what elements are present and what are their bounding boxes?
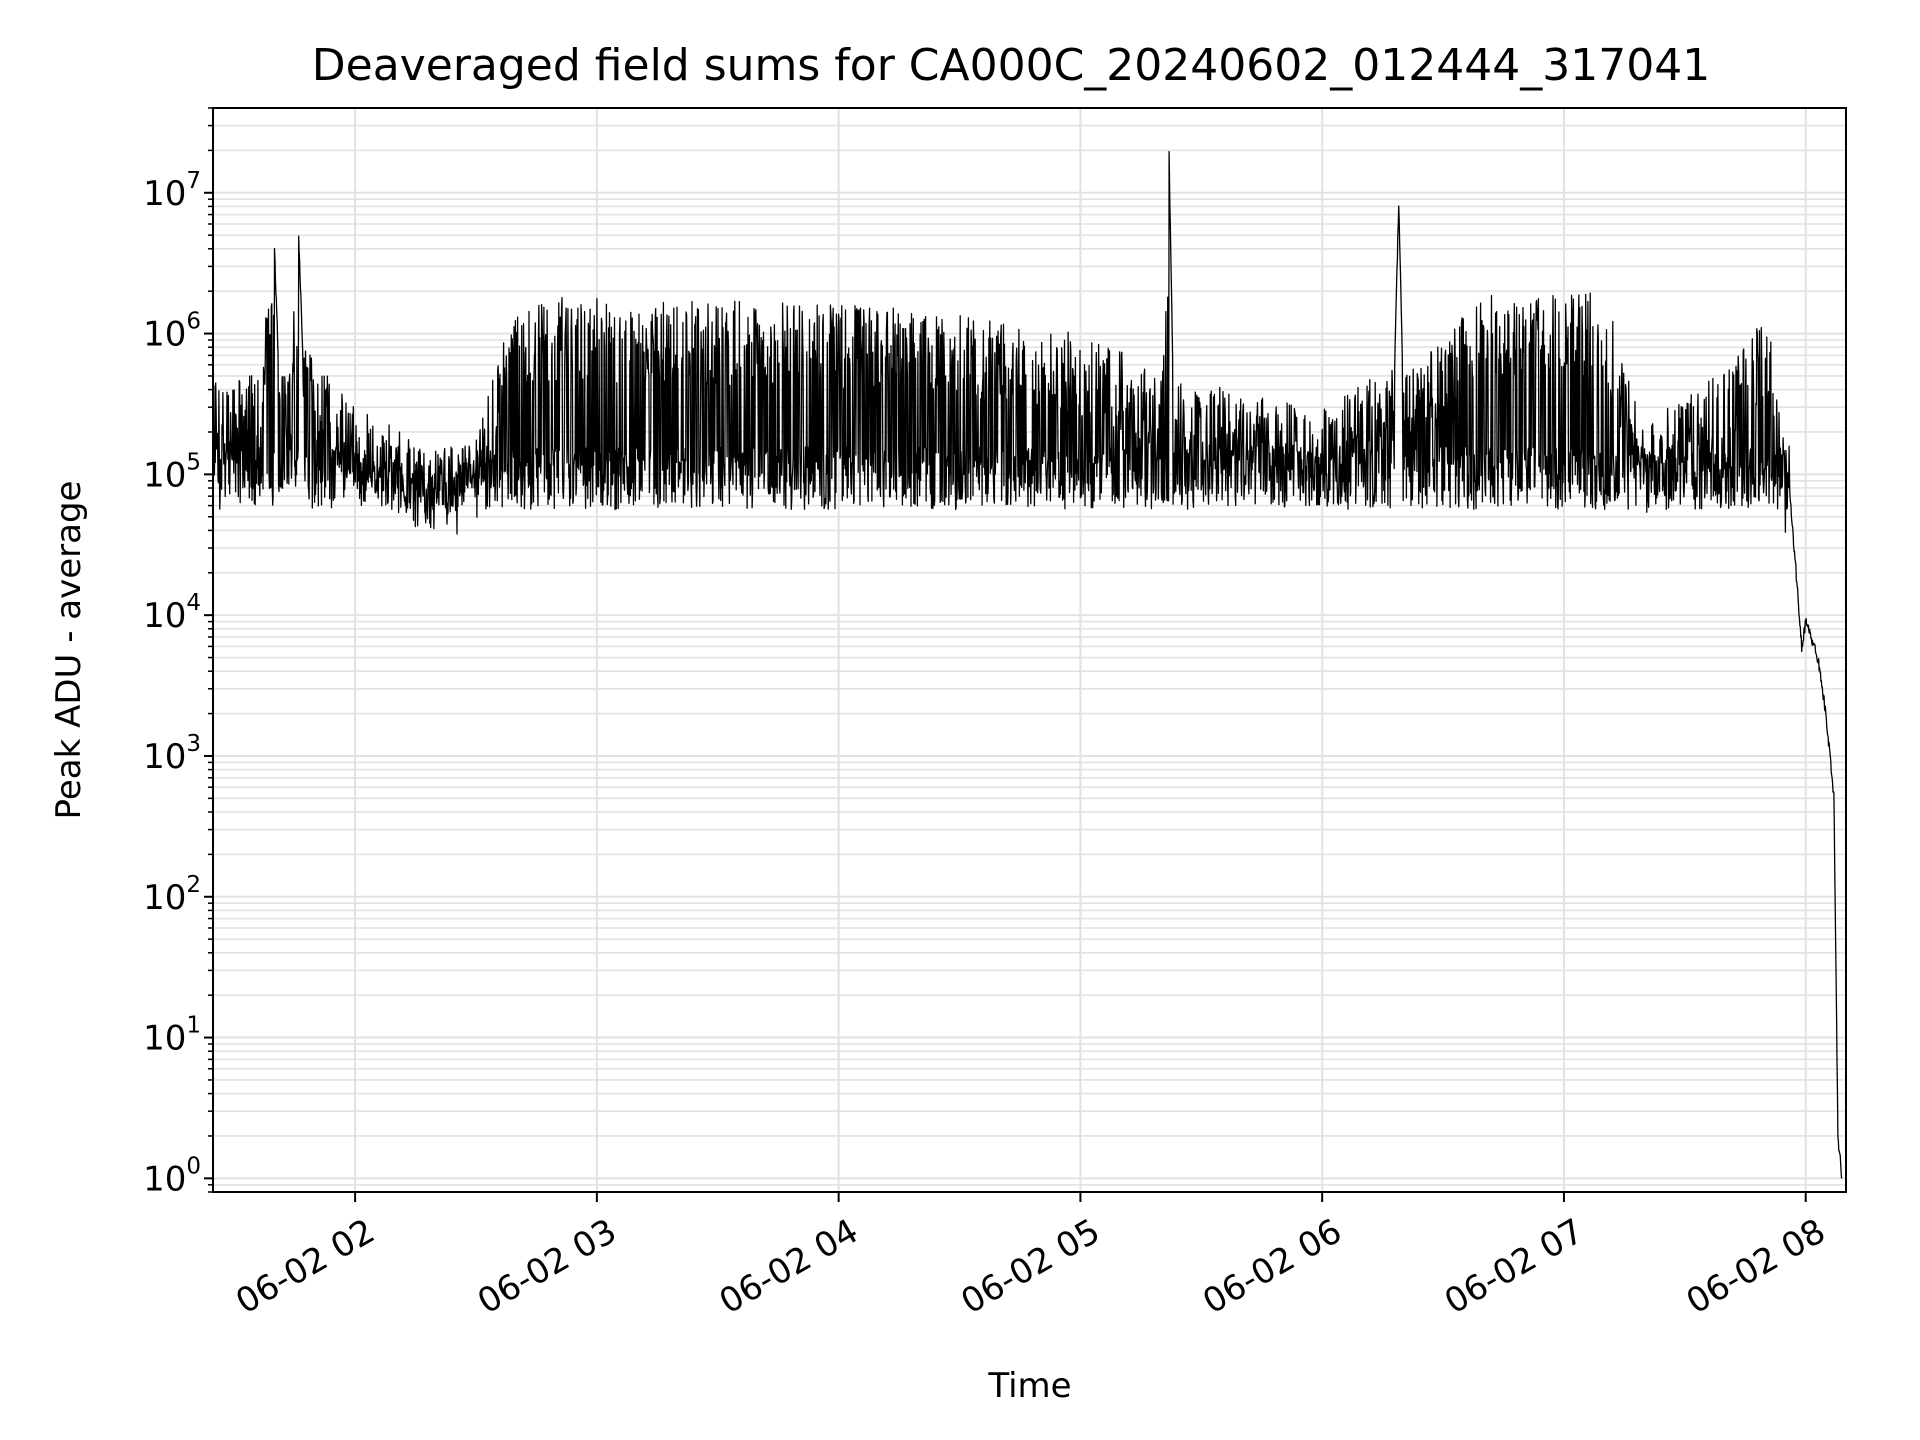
y-tick-label: 100	[143, 1153, 201, 1199]
plot-frame	[212, 107, 1847, 1193]
y-tick-label: 103	[143, 731, 201, 777]
y-tick-label: 107	[143, 168, 201, 214]
y-tick-label: 104	[143, 590, 201, 636]
major-grid	[213, 108, 1846, 1192]
y-axis: 100 101 102 103 104 105 106 107	[143, 107, 213, 1199]
y-axis-label: Peak ADU - average	[49, 481, 89, 820]
y-tick-label: 106	[143, 309, 201, 355]
series-layer	[212, 151, 1843, 1179]
x-axis-label: Time	[987, 1366, 1071, 1406]
series-line	[212, 151, 1843, 1179]
plot-area	[212, 107, 1847, 1193]
y-tick-label: 105	[143, 449, 201, 495]
chart-title: Deaveraged field sums for CA000C_2024060…	[312, 40, 1710, 91]
y-tick-label: 102	[143, 872, 201, 918]
y-tick-label: 101	[143, 1013, 201, 1059]
plot-background	[213, 108, 1846, 1192]
